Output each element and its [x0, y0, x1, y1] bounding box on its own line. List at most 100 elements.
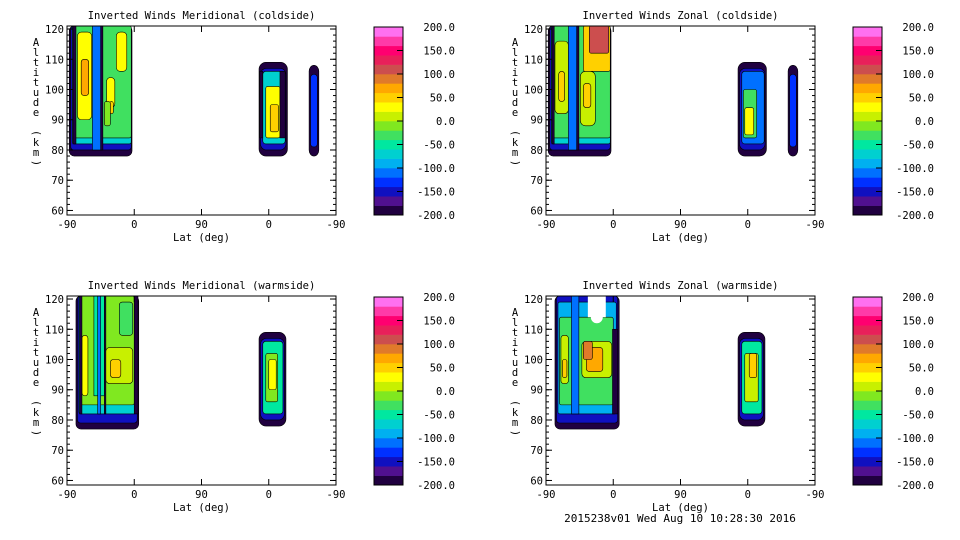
- colorbar-tick-label: -50.0: [902, 410, 934, 422]
- colorbar-band: [853, 409, 882, 420]
- colorbar-band: [374, 186, 403, 197]
- colorbar-band: [374, 466, 403, 476]
- y-tick-label: 110: [45, 54, 64, 66]
- y-axis-label-char: e: [33, 377, 39, 389]
- x-tick-label: 0: [610, 489, 616, 501]
- colorbar-tick-label: -100.0: [896, 163, 934, 175]
- contour-field: [554, 296, 766, 430]
- y-tick-label: 60: [51, 205, 64, 217]
- colorbar-band: [853, 466, 882, 476]
- colorbar-band: [374, 297, 403, 307]
- y-tick-label: 100: [524, 355, 543, 367]
- contour-region: [80, 58, 89, 96]
- x-tick-label: -90: [327, 489, 346, 501]
- y-axis-label-char: e: [33, 107, 39, 119]
- colorbar-band: [853, 306, 882, 317]
- colorbar-tick-label: -50.0: [423, 410, 455, 422]
- y-tick-label: 120: [45, 294, 64, 306]
- colorbar-tick-label: 0.0: [436, 386, 455, 398]
- colorbar-band: [374, 325, 403, 335]
- y-tick-label: 70: [51, 445, 64, 457]
- colorbar-band: [374, 102, 403, 112]
- contour-region: [551, 26, 555, 145]
- colorbar-tick-label: -200.0: [896, 210, 934, 222]
- y-axis-label-char: (: [30, 130, 42, 136]
- y-axis-label-char: d: [512, 367, 518, 379]
- contour-region: [268, 359, 277, 391]
- colorbar-tick-label: 100.0: [902, 339, 934, 351]
- y-tick-label: 120: [45, 24, 64, 36]
- colorbar-tick-label: 0.0: [915, 116, 934, 128]
- colorbar-band: [853, 130, 882, 141]
- x-tick-label: 0: [745, 219, 751, 231]
- contour-region: [279, 71, 286, 139]
- colorbar-tick-label: 100.0: [423, 339, 455, 351]
- colorbar-band: [853, 83, 882, 94]
- colorbar-band: [374, 438, 403, 448]
- colorbar-tick-label: -150.0: [896, 187, 934, 199]
- contour-region: [789, 74, 797, 148]
- colorbar-band: [374, 381, 403, 392]
- colorbar-tick-label: 50.0: [909, 93, 934, 105]
- colorbar-tick-label: 50.0: [430, 93, 455, 105]
- x-tick-label: 0: [131, 219, 137, 231]
- panel-title: Inverted Winds Zonal (coldside): [583, 10, 779, 22]
- colorbar-tick-label: 200.0: [902, 22, 934, 34]
- x-axis-label: Lat (deg): [652, 502, 709, 514]
- y-axis-label-char: l: [33, 317, 39, 329]
- colorbar-band: [374, 428, 403, 439]
- colorbar-band: [853, 64, 882, 75]
- y-axis-label-char: A: [512, 37, 519, 49]
- colorbar-tick-label: 100.0: [423, 69, 455, 81]
- colorbar-band: [853, 186, 882, 197]
- colorbar-band: [853, 196, 882, 206]
- y-tick-label: 70: [530, 175, 543, 187]
- x-tick-label: -90: [327, 219, 346, 231]
- contour-region: [562, 359, 568, 378]
- colorbar-band: [374, 27, 403, 37]
- y-axis-label-char: ): [30, 430, 42, 436]
- colorbar-band: [853, 391, 882, 401]
- colorbar-band: [853, 353, 882, 364]
- colorbar-band: [374, 121, 403, 131]
- contour-region: [583, 341, 593, 360]
- colorbar-band: [374, 139, 403, 150]
- y-axis-label-char: ): [30, 160, 42, 166]
- colorbar-band: [374, 55, 403, 65]
- contour-region: [104, 101, 111, 127]
- colorbar-band: [374, 168, 403, 178]
- y-axis-label-char: (: [30, 400, 42, 406]
- y-axis-label-char: i: [33, 67, 39, 79]
- x-tick-label: -90: [58, 219, 77, 231]
- colorbar-tick-label: -50.0: [423, 140, 455, 152]
- colorbar-band: [853, 381, 882, 392]
- colorbar-band: [374, 196, 403, 206]
- colorbar-tick-label: -150.0: [417, 187, 455, 199]
- colorbar-band: [374, 36, 403, 47]
- contour-region: [568, 26, 578, 151]
- y-axis-label-char: t: [512, 347, 518, 359]
- colorbar-tick-label: 150.0: [423, 316, 455, 328]
- colorbar-tick-label: 0.0: [915, 386, 934, 398]
- colorbar-band: [374, 306, 403, 317]
- colorbar-tick-label: -200.0: [896, 480, 934, 492]
- colorbar-band: [374, 447, 403, 458]
- y-tick-label: 60: [51, 475, 64, 487]
- y-tick-label: 90: [530, 385, 543, 397]
- colorbar-band: [374, 353, 403, 364]
- colorbar-tick-label: 50.0: [430, 363, 455, 375]
- colorbar-band: [853, 372, 882, 382]
- y-axis-label-char: t: [33, 57, 39, 69]
- colorbar-band: [374, 130, 403, 141]
- y-tick-label: 120: [524, 24, 543, 36]
- contour-region: [72, 26, 77, 145]
- colorbar-band: [853, 325, 882, 335]
- colorbar-tick-label: -150.0: [417, 457, 455, 469]
- colorbar-band: [853, 55, 882, 65]
- y-axis-label-char: i: [512, 337, 518, 349]
- colorbar-band: [374, 372, 403, 382]
- y-axis-label-char: u: [33, 87, 39, 99]
- y-axis-label-char: u: [512, 87, 518, 99]
- y-axis-label-char: t: [33, 327, 39, 339]
- x-tick-label: 0: [266, 219, 272, 231]
